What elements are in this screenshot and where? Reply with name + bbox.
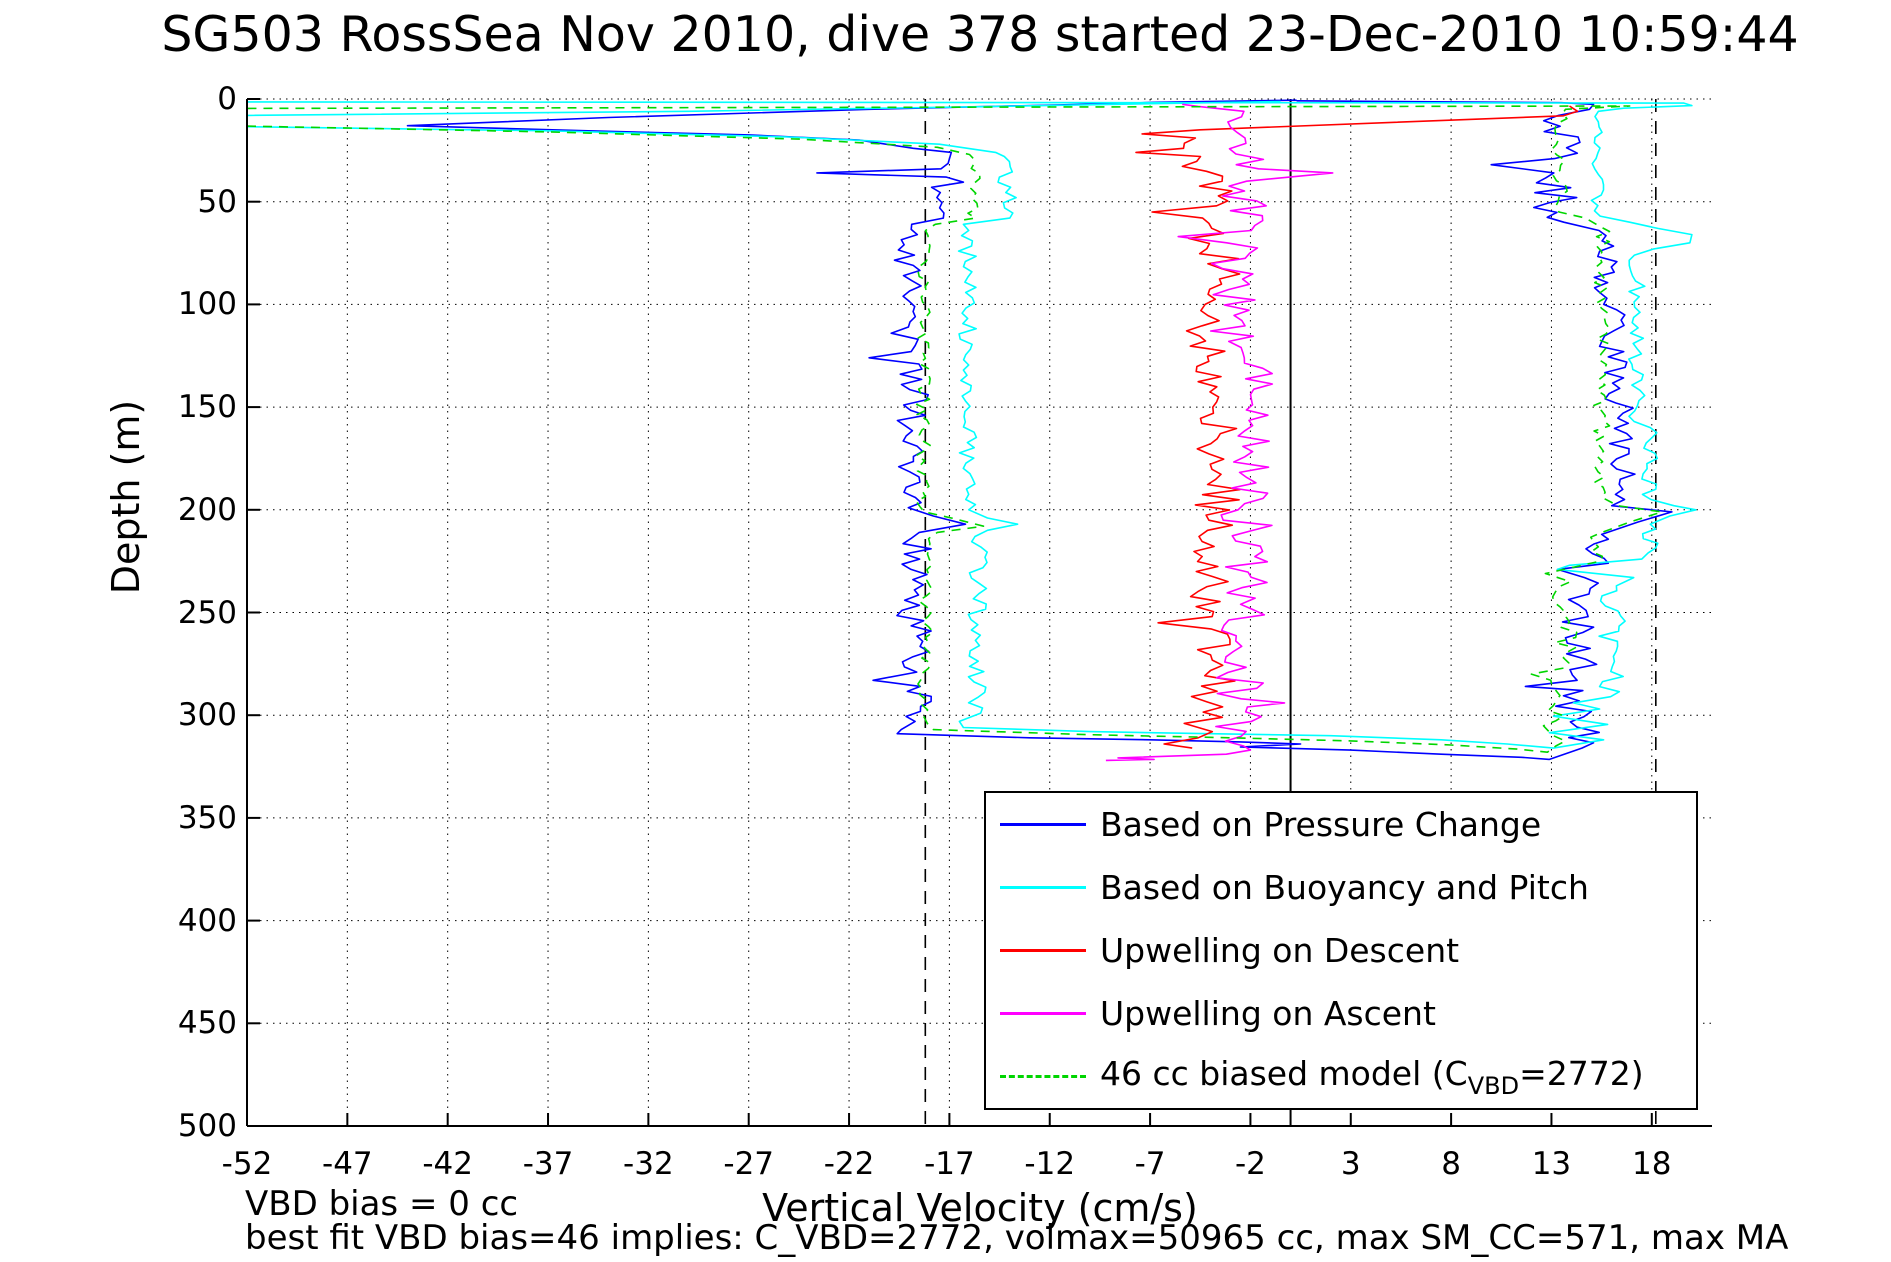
legend-line-sample [1000,949,1086,952]
x-tick-label: 3 [1340,1146,1361,1182]
legend-entry: Upwelling on Ascent [986,984,1696,1044]
series-upwelling-on-descent [1135,105,1579,749]
x-tick-label: -42 [422,1146,473,1182]
legend-label: Upwelling on Descent [1100,931,1460,970]
y-tick-label: 250 [177,594,237,631]
y-tick-label: 450 [177,1005,237,1042]
y-tick-label: 400 [177,902,237,939]
y-tick-label: 200 [177,491,237,528]
series-based-on-pressure-change [406,99,1673,761]
x-tick-label: -17 [924,1146,975,1182]
series-46-cc-biased-model-c-vbd-2772- [247,105,1663,753]
legend-label: 46 cc biased model (CVBD=2772) [1100,1053,1644,1100]
x-tick-label: -22 [823,1146,875,1182]
x-tick-label: -12 [1024,1146,1076,1182]
y-tick-label: 50 [197,183,237,220]
legend-line-sample [1000,886,1086,889]
x-tick-label: -2 [1234,1146,1266,1182]
vbd-bias-annotation: VBD bias = 0 cc [245,1184,519,1224]
x-tick-label: 18 [1632,1146,1672,1182]
y-axis-label: Depth (m) [104,399,148,595]
legend-line-sample [1000,1012,1086,1015]
series-upwelling-on-ascent [1105,103,1334,762]
legend-line-sample [1000,1075,1086,1078]
legend-label: Based on Buoyancy and Pitch [1100,868,1589,907]
x-tick-label: -47 [322,1146,373,1182]
y-tick-label: 150 [177,389,237,426]
legend-entry: Upwelling on Descent [986,921,1696,981]
x-axis-label: Vertical Velocity (cm/s) [762,1186,1198,1230]
y-tick-label: 0 [217,81,237,117]
x-tick-label: -32 [623,1146,674,1182]
legend-line-sample [1000,823,1086,826]
y-tick-label: 300 [177,697,237,734]
x-tick-label: -37 [522,1146,574,1182]
x-tick-label: 8 [1441,1146,1461,1182]
best-fit-annotation: best fit VBD bias=46 implies: C_VBD=2772… [245,1218,1789,1258]
legend-label: Based on Pressure Change [1100,805,1542,844]
x-tick-label: -7 [1134,1146,1166,1182]
x-tick-label: -27 [723,1146,775,1182]
plot-title: SG503 RossSea Nov 2010, dive 378 started… [161,6,1799,63]
legend-entry: 46 cc biased model (CVBD=2772) [986,1047,1696,1107]
series-based-on-buoyancy-and-pitch [247,100,1697,749]
legend-label: Upwelling on Ascent [1100,994,1436,1033]
y-tick-label: 500 [177,1108,237,1144]
x-tick-label: -52 [221,1146,273,1182]
legend-entry: Based on Buoyancy and Pitch [986,858,1696,918]
x-tick-label: 13 [1531,1146,1572,1182]
y-tick-label: 100 [177,286,237,323]
y-tick-label: 350 [177,799,237,836]
legend-entry: Based on Pressure Change [986,795,1696,855]
legend-box: Based on Pressure Change Based on Buoyanc… [984,791,1698,1110]
